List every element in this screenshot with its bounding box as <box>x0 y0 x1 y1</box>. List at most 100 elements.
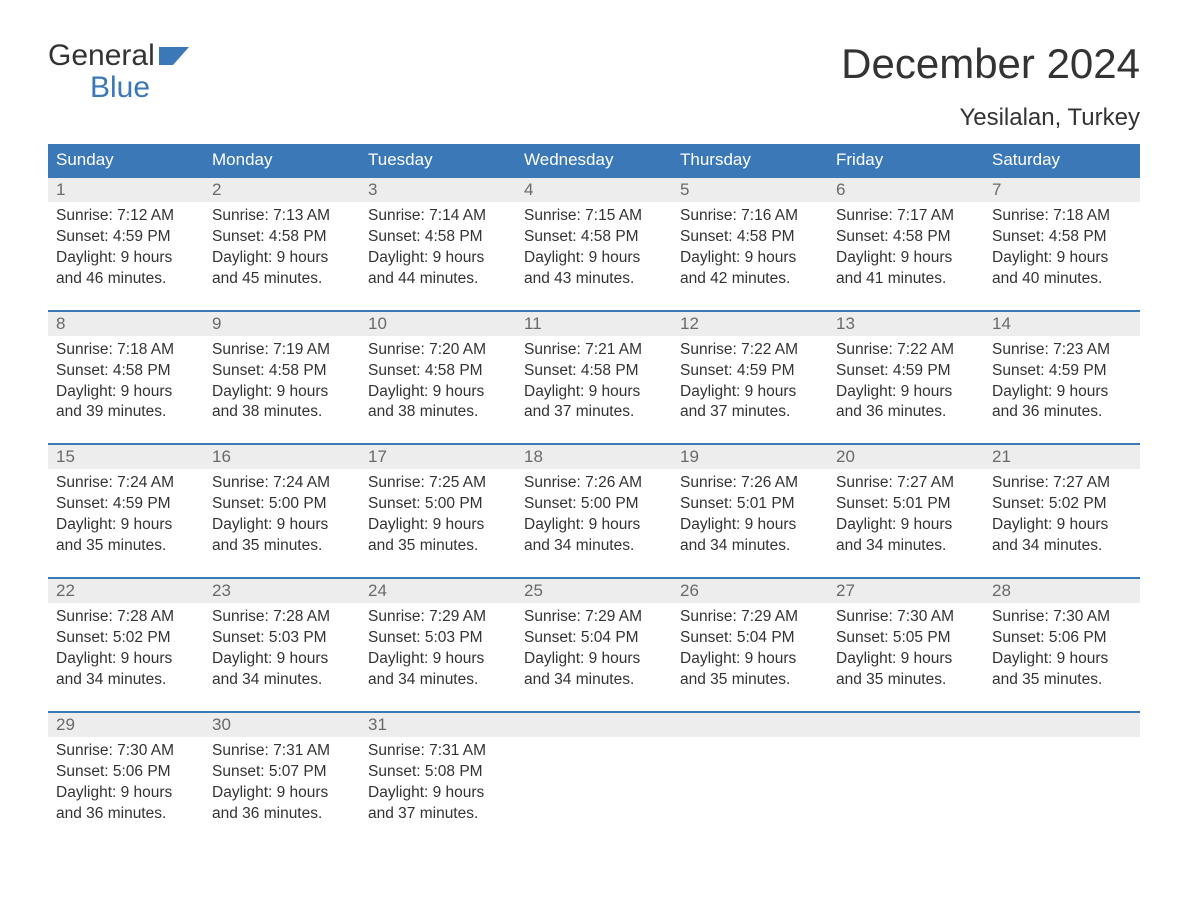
sunset-line: Sunset: 4:58 PM <box>368 227 508 248</box>
day-cell: Sunrise: 7:17 AMSunset: 4:58 PMDaylight:… <box>828 202 984 296</box>
day-number: 21 <box>984 445 1140 469</box>
daylight-line-2: and 46 minutes. <box>56 269 196 290</box>
day-cell: Sunrise: 7:31 AMSunset: 5:07 PMDaylight:… <box>204 737 360 831</box>
daylight-line-1: Daylight: 9 hours <box>212 783 352 804</box>
day-cell: Sunrise: 7:28 AMSunset: 5:02 PMDaylight:… <box>48 603 204 697</box>
sunrise-line: Sunrise: 7:28 AM <box>56 607 196 628</box>
day-cell: Sunrise: 7:19 AMSunset: 4:58 PMDaylight:… <box>204 336 360 430</box>
daylight-line-2: and 35 minutes. <box>212 536 352 557</box>
sunrise-line: Sunrise: 7:26 AM <box>524 473 664 494</box>
calendar-week: 891011121314Sunrise: 7:18 AMSunset: 4:58… <box>48 310 1140 430</box>
daylight-line-2: and 34 minutes. <box>836 536 976 557</box>
day-cell <box>672 737 828 831</box>
sunrise-line: Sunrise: 7:13 AM <box>212 206 352 227</box>
day-number: 12 <box>672 312 828 336</box>
day-number: 24 <box>360 579 516 603</box>
day-number: 17 <box>360 445 516 469</box>
daylight-line-1: Daylight: 9 hours <box>680 515 820 536</box>
sunset-line: Sunset: 5:06 PM <box>992 628 1132 649</box>
calendar-week: 1234567Sunrise: 7:12 AMSunset: 4:59 PMDa… <box>48 176 1140 296</box>
day-number: 9 <box>204 312 360 336</box>
daylight-line-1: Daylight: 9 hours <box>680 649 820 670</box>
day-number: 6 <box>828 178 984 202</box>
daylight-line-2: and 34 minutes. <box>56 670 196 691</box>
day-cell: Sunrise: 7:16 AMSunset: 4:58 PMDaylight:… <box>672 202 828 296</box>
day-number: 2 <box>204 178 360 202</box>
day-number: 3 <box>360 178 516 202</box>
day-cell: Sunrise: 7:24 AMSunset: 4:59 PMDaylight:… <box>48 469 204 563</box>
daylight-line-2: and 35 minutes. <box>680 670 820 691</box>
sunrise-line: Sunrise: 7:14 AM <box>368 206 508 227</box>
daylight-line-2: and 37 minutes. <box>524 402 664 423</box>
daylight-line-1: Daylight: 9 hours <box>212 382 352 403</box>
sunrise-line: Sunrise: 7:18 AM <box>992 206 1132 227</box>
daylight-line-1: Daylight: 9 hours <box>524 248 664 269</box>
logo: General Blue <box>48 40 189 103</box>
day-number: 25 <box>516 579 672 603</box>
day-number: 11 <box>516 312 672 336</box>
sunrise-line: Sunrise: 7:19 AM <box>212 340 352 361</box>
day-cell: Sunrise: 7:13 AMSunset: 4:58 PMDaylight:… <box>204 202 360 296</box>
daylight-line-2: and 43 minutes. <box>524 269 664 290</box>
sunrise-line: Sunrise: 7:31 AM <box>212 741 352 762</box>
daylight-line-2: and 38 minutes. <box>212 402 352 423</box>
day-number: 5 <box>672 178 828 202</box>
weekday-cell: Friday <box>828 144 984 176</box>
sunset-line: Sunset: 5:00 PM <box>368 494 508 515</box>
daylight-line-1: Daylight: 9 hours <box>368 248 508 269</box>
day-number: 23 <box>204 579 360 603</box>
sunrise-line: Sunrise: 7:16 AM <box>680 206 820 227</box>
daylight-line-1: Daylight: 9 hours <box>992 649 1132 670</box>
daylight-line-1: Daylight: 9 hours <box>524 515 664 536</box>
day-number <box>984 713 1140 737</box>
daynum-row: 891011121314 <box>48 312 1140 336</box>
daylight-line-1: Daylight: 9 hours <box>368 783 508 804</box>
sunset-line: Sunset: 5:03 PM <box>368 628 508 649</box>
daylight-line-2: and 35 minutes. <box>836 670 976 691</box>
sunrise-line: Sunrise: 7:22 AM <box>680 340 820 361</box>
weekday-cell: Saturday <box>984 144 1140 176</box>
daylight-line-2: and 35 minutes. <box>368 536 508 557</box>
day-cell: Sunrise: 7:22 AMSunset: 4:59 PMDaylight:… <box>672 336 828 430</box>
sunset-line: Sunset: 5:02 PM <box>56 628 196 649</box>
daylight-line-2: and 41 minutes. <box>836 269 976 290</box>
daylight-line-2: and 36 minutes. <box>992 402 1132 423</box>
sunrise-line: Sunrise: 7:30 AM <box>56 741 196 762</box>
sunset-line: Sunset: 5:06 PM <box>56 762 196 783</box>
day-cell: Sunrise: 7:27 AMSunset: 5:02 PMDaylight:… <box>984 469 1140 563</box>
daylight-line-2: and 39 minutes. <box>56 402 196 423</box>
sunset-line: Sunset: 4:59 PM <box>836 361 976 382</box>
daylight-line-1: Daylight: 9 hours <box>56 515 196 536</box>
calendar-week: 15161718192021Sunrise: 7:24 AMSunset: 4:… <box>48 443 1140 563</box>
daylight-line-1: Daylight: 9 hours <box>212 649 352 670</box>
sunset-line: Sunset: 4:58 PM <box>368 361 508 382</box>
day-cell: Sunrise: 7:24 AMSunset: 5:00 PMDaylight:… <box>204 469 360 563</box>
daylight-line-1: Daylight: 9 hours <box>368 515 508 536</box>
day-number: 10 <box>360 312 516 336</box>
daylight-line-1: Daylight: 9 hours <box>56 248 196 269</box>
sunrise-line: Sunrise: 7:28 AM <box>212 607 352 628</box>
daylight-line-2: and 40 minutes. <box>992 269 1132 290</box>
weekday-header-row: SundayMondayTuesdayWednesdayThursdayFrid… <box>48 144 1140 176</box>
sunset-line: Sunset: 5:00 PM <box>212 494 352 515</box>
sunset-line: Sunset: 5:03 PM <box>212 628 352 649</box>
day-cell: Sunrise: 7:23 AMSunset: 4:59 PMDaylight:… <box>984 336 1140 430</box>
day-cell <box>828 737 984 831</box>
calendar-week: 293031Sunrise: 7:30 AMSunset: 5:06 PMDay… <box>48 711 1140 831</box>
sunset-line: Sunset: 5:04 PM <box>680 628 820 649</box>
daylight-line-1: Daylight: 9 hours <box>524 649 664 670</box>
day-number: 4 <box>516 178 672 202</box>
daylight-line-1: Daylight: 9 hours <box>368 382 508 403</box>
sunset-line: Sunset: 4:59 PM <box>56 494 196 515</box>
page-title: December 2024 <box>841 40 1140 88</box>
daylight-line-2: and 36 minutes. <box>212 804 352 825</box>
day-cell: Sunrise: 7:29 AMSunset: 5:04 PMDaylight:… <box>672 603 828 697</box>
sunset-line: Sunset: 4:59 PM <box>992 361 1132 382</box>
sunset-line: Sunset: 5:08 PM <box>368 762 508 783</box>
daylight-line-1: Daylight: 9 hours <box>524 382 664 403</box>
day-cell: Sunrise: 7:21 AMSunset: 4:58 PMDaylight:… <box>516 336 672 430</box>
sunset-line: Sunset: 4:58 PM <box>992 227 1132 248</box>
daylight-line-1: Daylight: 9 hours <box>836 515 976 536</box>
daylight-line-1: Daylight: 9 hours <box>680 382 820 403</box>
daylight-line-2: and 37 minutes. <box>368 804 508 825</box>
